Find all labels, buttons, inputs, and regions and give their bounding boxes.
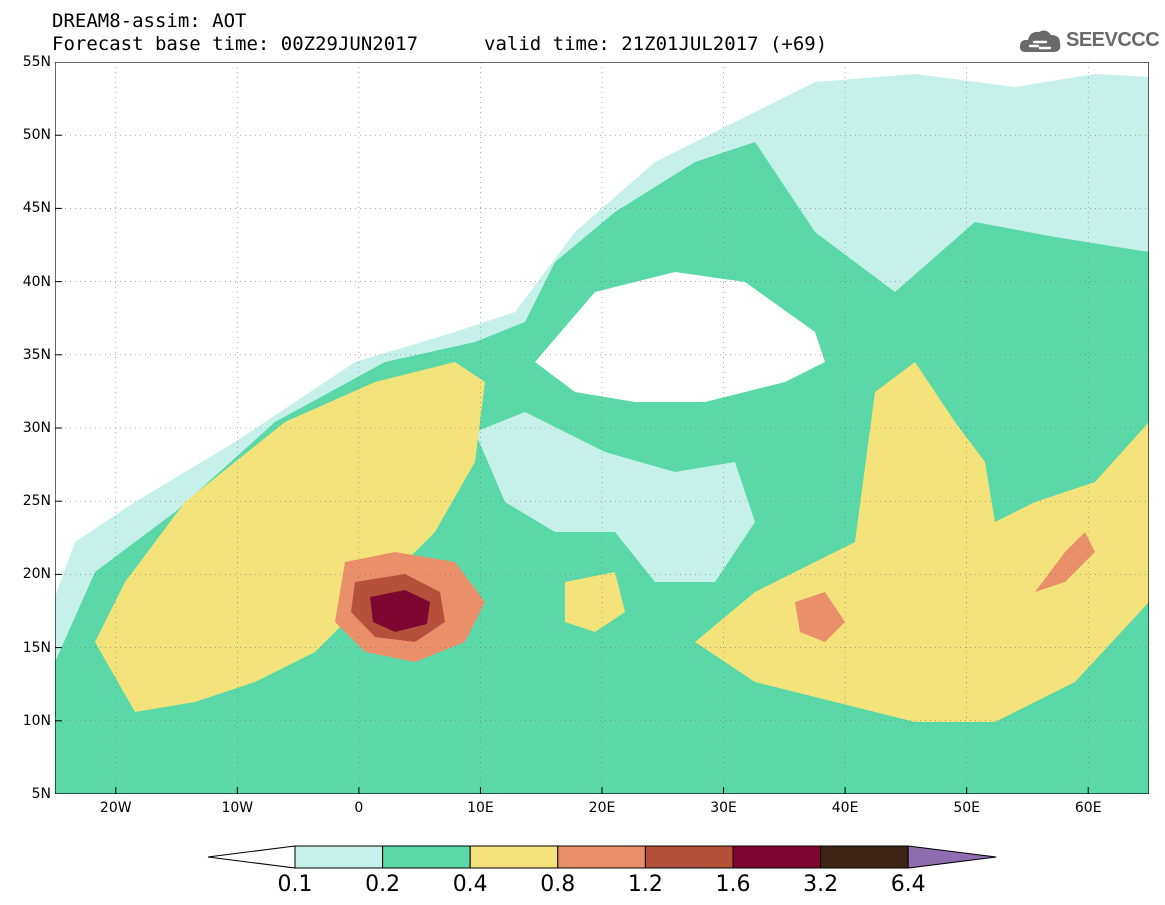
valid-time: valid time: 21Z01JUL2017 (+69)	[484, 33, 828, 55]
colorbar-swatch	[294, 845, 384, 869]
aot-contour-low-eu	[205, 62, 555, 392]
lat-tick-label: 50N	[22, 127, 51, 144]
colorbar-high-arrow	[907, 845, 997, 869]
lon-tick-label: 40E	[831, 800, 859, 816]
lat-tick-label: 10N	[22, 712, 51, 729]
lon-tick-label: 60E	[1074, 800, 1102, 816]
lat-tick-label: 45N	[22, 200, 51, 217]
seevccc-logo: SEEVCCC	[1018, 24, 1160, 58]
aot-contour-04-chad	[565, 572, 625, 632]
lon-tick-label: 30E	[710, 800, 737, 816]
colorbar	[207, 845, 997, 869]
colorbar-swatch	[382, 845, 471, 869]
logo-text: SEEVCCC	[1066, 29, 1160, 51]
colorbar-label: 3.2	[803, 872, 839, 897]
lat-tick-label: 5N	[31, 786, 51, 802]
aot-contour-08-redsea	[795, 592, 845, 642]
colorbar-label: 0.8	[540, 872, 576, 897]
colorbar-swatch	[644, 845, 734, 869]
lat-tick-label: 25N	[22, 493, 51, 510]
lon-tick-label: 0	[354, 800, 364, 816]
lon-tick-label: 10E	[467, 800, 494, 816]
aot-contour-01-sahara	[475, 412, 755, 582]
colorbar-low-arrow	[207, 845, 296, 869]
colorbar-label: 6.4	[890, 872, 926, 897]
colorbar-swatch	[732, 845, 822, 869]
lat-tick-label: 30N	[22, 420, 51, 436]
cloud-icon	[1019, 30, 1061, 52]
colorbar-swatch	[820, 845, 909, 869]
aot-contour-08-arabia	[1035, 532, 1095, 592]
aot-contour-04-west	[95, 362, 485, 712]
aot-map	[55, 62, 1149, 794]
lon-tick-label: 10W	[221, 800, 254, 816]
lat-tick-label: 15N	[22, 639, 51, 656]
colorbar-label: 1.2	[627, 872, 663, 897]
colorbar-label: 1.6	[715, 872, 751, 897]
colorbar-label: 0.2	[365, 872, 401, 897]
lat-tick-label: 40N	[22, 273, 51, 290]
colorbar-label: 0.4	[452, 872, 488, 897]
lat-tick-label: 20N	[22, 566, 51, 583]
forecast-base-time: Forecast base time: 00Z29JUN2017	[52, 33, 419, 55]
colorbar-swatch	[469, 845, 559, 869]
map-title: DREAM8-assim: AOT	[52, 10, 247, 32]
lon-tick-label: 20W	[99, 800, 132, 816]
lon-tick-label: 50E	[953, 800, 980, 816]
map-gridlines	[55, 62, 1149, 794]
aot-contour-16	[370, 590, 430, 632]
colorbar-label: 0.1	[277, 872, 313, 897]
map-ticks	[55, 62, 1089, 794]
lat-tick-label: 55N	[22, 54, 51, 70]
lon-tick-label: 20E	[588, 800, 616, 816]
lat-tick-label: 35N	[22, 346, 51, 363]
aot-contour-low-med	[535, 272, 825, 402]
colorbar-swatch	[557, 845, 646, 869]
